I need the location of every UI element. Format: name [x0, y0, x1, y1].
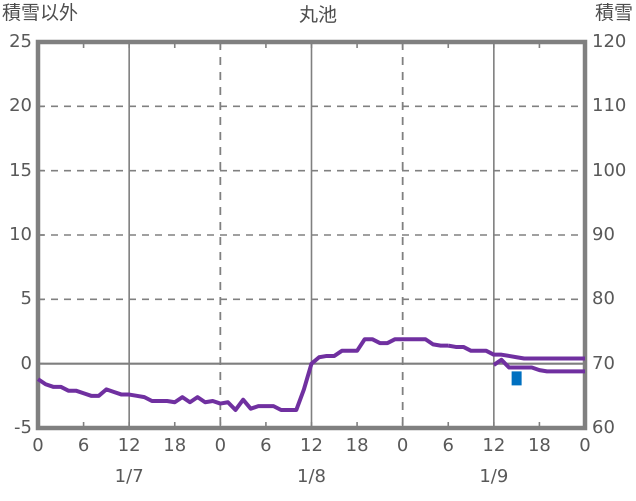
y-axis-tick-label-left: 5	[20, 288, 32, 310]
x-axis-day-label: 1/9	[479, 466, 509, 487]
x-axis-tick-label: 6	[260, 435, 272, 456]
x-axis-tick-label: 6	[77, 435, 90, 456]
y-axis-tick-label-right: 100	[592, 159, 627, 181]
x-axis-tick-label: 0	[32, 435, 44, 456]
chart-title: 丸池	[298, 4, 337, 26]
series-line	[447, 343, 585, 361]
right-axis-title: 積雪	[594, 2, 633, 24]
y-axis-tick-label-left: 20	[9, 95, 32, 117]
y-axis-tick-label-right: 110	[592, 95, 627, 117]
x-axis-tick-label: 0	[214, 435, 227, 456]
x-axis-tick-label: 6	[442, 435, 454, 456]
y-axis-tick-label-right: 80	[592, 288, 615, 310]
y-axis-tick-label-right: 90	[592, 224, 615, 245]
y-axis-tick-label-left: 15	[9, 159, 32, 181]
y-axis-tick-label-left: 10	[9, 224, 32, 245]
snow-depth-marker	[511, 371, 522, 386]
series-line	[492, 357, 585, 374]
y-axis-tick-label-left: -5	[14, 417, 32, 438]
x-axis-day-label: 1/8	[297, 466, 326, 487]
series-line	[36, 337, 449, 412]
y-axis-tick-label-right: 120	[592, 31, 627, 52]
x-axis-tick-label: 12	[117, 435, 141, 456]
axis-ticks	[38, 42, 541, 428]
x-axis-tick-label: 18	[345, 435, 369, 456]
x-axis-tick-label: 0	[579, 435, 591, 456]
left-axis-title: 積雪以外	[2, 2, 79, 24]
x-axis-tick-label: 18	[163, 435, 187, 456]
x-axis-tick-label: 12	[300, 435, 323, 456]
x-axis-tick-label: 18	[527, 435, 551, 456]
x-axis-tick-label: 0	[396, 435, 409, 456]
x-axis-tick-label: 12	[482, 435, 506, 456]
y-axis-tick-label-right: 70	[592, 352, 615, 374]
y-axis-tick-label-right: 60	[592, 417, 615, 438]
data-series	[36, 337, 585, 412]
markers	[511, 371, 522, 386]
y-axis-tick-label-left: 0	[20, 352, 32, 374]
x-axis-day-label: 1/7	[114, 466, 144, 487]
y-axis-tick-label-left: 25	[9, 31, 32, 52]
